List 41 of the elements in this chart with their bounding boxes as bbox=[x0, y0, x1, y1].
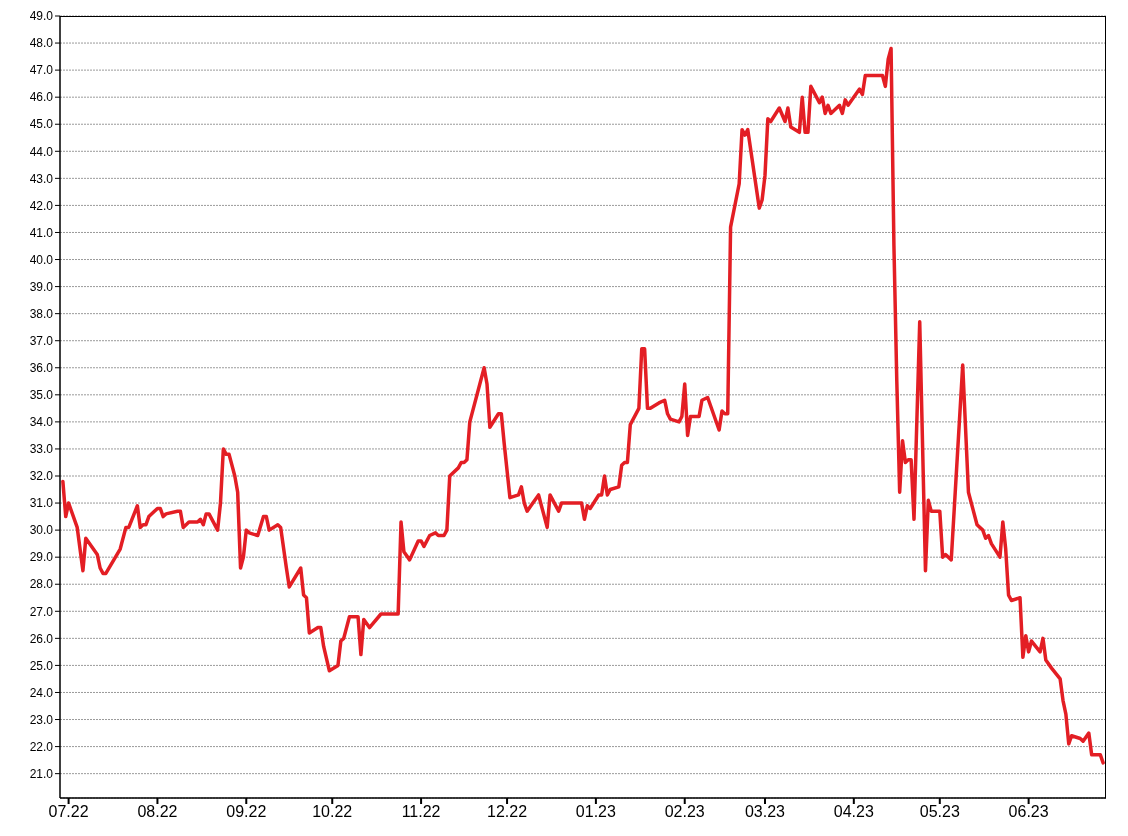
x-tick-label: 01.23 bbox=[575, 803, 617, 821]
y-tick-label: 39.0 bbox=[29, 279, 54, 294]
x-tick-label: 05.23 bbox=[919, 803, 960, 821]
y-tick-label: 42.0 bbox=[29, 198, 54, 213]
y-tick-label: 38.0 bbox=[29, 306, 54, 321]
y-tick-label: 30.0 bbox=[29, 523, 54, 538]
y-tick-label: 43.0 bbox=[29, 171, 54, 186]
y-tick-label: 32.0 bbox=[29, 469, 54, 484]
y-tick-label: 24.0 bbox=[29, 685, 54, 700]
y-tick-label: 47.0 bbox=[29, 63, 54, 78]
y-tick-label: 31.0 bbox=[29, 496, 54, 511]
y-tick-label: 46.0 bbox=[29, 90, 54, 105]
y-tick-label: 49.0 bbox=[29, 9, 54, 24]
y-tick-label: 28.0 bbox=[29, 577, 54, 592]
y-tick-label: 33.0 bbox=[29, 442, 54, 457]
x-tick-label: 02.23 bbox=[664, 803, 705, 821]
x-tick-label: 12.22 bbox=[487, 803, 528, 821]
y-tick-label: 44.0 bbox=[29, 144, 54, 159]
x-tick-label: 03.23 bbox=[744, 803, 786, 821]
y-tick-label: 22.0 bbox=[29, 739, 54, 754]
y-tick-label: 27.0 bbox=[29, 604, 54, 619]
x-tick-label: 08.22 bbox=[137, 803, 178, 821]
y-tick-label: 37.0 bbox=[29, 333, 54, 348]
x-tick-label: 04.23 bbox=[833, 803, 874, 821]
y-tick-label: 29.0 bbox=[29, 550, 54, 565]
y-tick-label: 34.0 bbox=[29, 415, 54, 430]
y-tick-label: 45.0 bbox=[29, 117, 54, 132]
y-tick-label: 48.0 bbox=[29, 36, 54, 51]
y-tick-label: 40.0 bbox=[29, 252, 54, 267]
x-tick-label: 07.22 bbox=[48, 803, 89, 821]
y-tick-label: 41.0 bbox=[29, 225, 54, 240]
x-tick-label: 11.22 bbox=[401, 803, 441, 821]
x-tick-label: 09.22 bbox=[226, 803, 267, 821]
y-tick-label: 26.0 bbox=[29, 631, 54, 646]
y-tick-label: 35.0 bbox=[29, 388, 54, 403]
x-tick-label: 06.23 bbox=[1008, 803, 1049, 821]
x-tick-label: 10.22 bbox=[312, 803, 353, 821]
y-tick-label: 23.0 bbox=[29, 712, 54, 727]
y-tick-label: 25.0 bbox=[29, 658, 54, 673]
y-tick-label: 21.0 bbox=[29, 766, 54, 781]
y-tick-label: 36.0 bbox=[29, 361, 54, 376]
